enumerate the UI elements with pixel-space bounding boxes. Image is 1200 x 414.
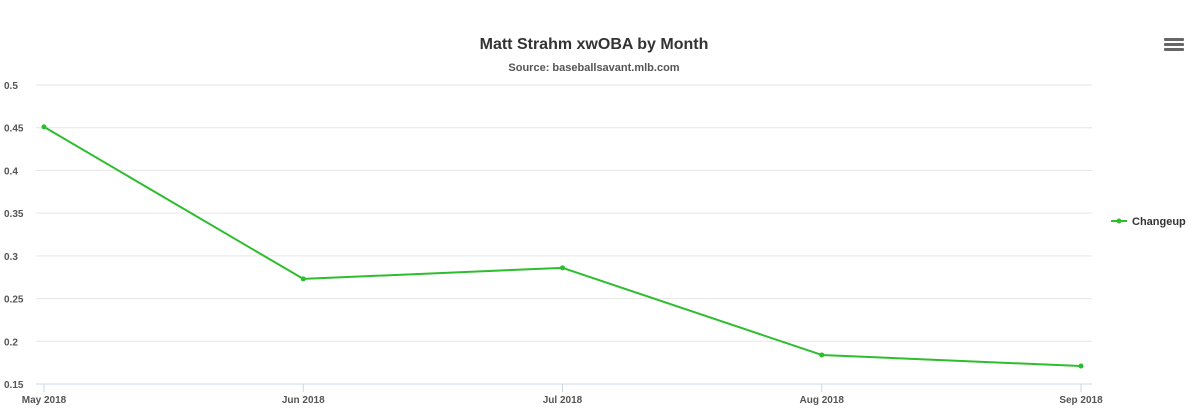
x-axis: May 2018 Jun 2018 Jul 2018 Aug 2018 Sep 2018	[22, 384, 1103, 406]
y-tick-label: 0.3	[4, 252, 18, 263]
y-tick-label: 0.45	[4, 124, 24, 135]
legend-marker	[1116, 218, 1122, 224]
menu-bar-top	[1164, 38, 1184, 41]
data-point[interactable]	[560, 265, 565, 271]
x-tick-label: May 2018	[22, 395, 67, 406]
series-line-changeup	[43, 125, 1082, 368]
data-point[interactable]	[41, 124, 47, 130]
y-tick-label: 0.2	[4, 337, 18, 348]
data-point[interactable]	[1078, 363, 1084, 369]
legend[interactable]: Changeup	[1111, 216, 1186, 228]
x-tick-label: Jun 2018	[282, 395, 325, 406]
y-tick-label: 0.25	[4, 295, 24, 306]
y-tick-label: 0.5	[4, 81, 18, 92]
chart-subtitle: Source: baseballsavant.mlb.com	[508, 62, 679, 74]
chart-title: Matt Strahm xwOBA by Month	[480, 36, 709, 53]
x-tick-label: Sep 2018	[1059, 395, 1103, 406]
series-group	[41, 124, 1084, 369]
legend-label[interactable]: Changeup	[1132, 216, 1186, 228]
gridlines	[36, 84, 1092, 385]
menu-bar-middle	[1164, 43, 1184, 46]
y-tick-label: 0.35	[4, 209, 24, 220]
y-tick-label: 0.4	[4, 166, 18, 177]
y-axis: 0.15 0.2 0.25 0.3 0.35 0.4 0.45 0.5	[4, 81, 24, 391]
x-tick-label: Jul 2018	[543, 395, 583, 406]
data-point[interactable]	[300, 276, 306, 282]
hamburger-menu-icon[interactable]	[1164, 38, 1184, 54]
x-tick-label: Aug 2018	[800, 395, 845, 406]
y-tick-label: 0.15	[4, 380, 24, 391]
menu-bar-bottom	[1164, 48, 1184, 51]
data-point[interactable]	[819, 352, 825, 358]
